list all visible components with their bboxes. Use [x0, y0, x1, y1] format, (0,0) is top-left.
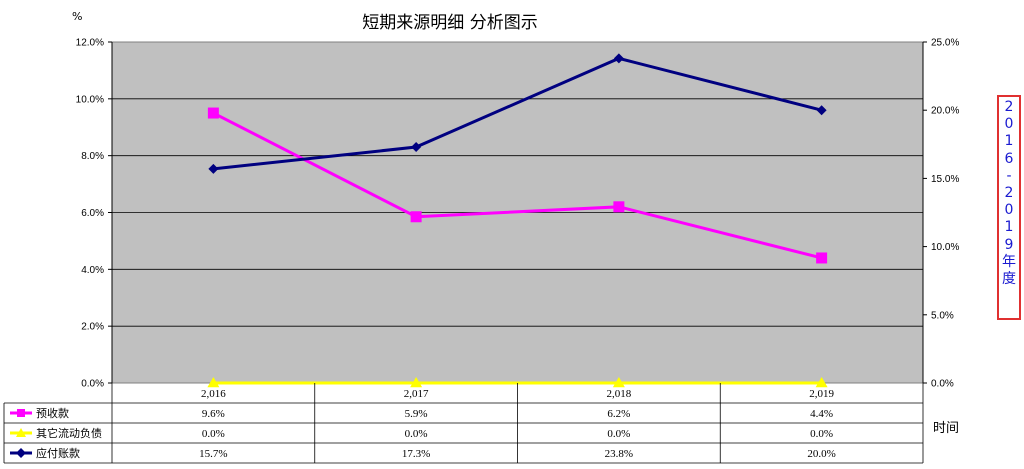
legend-key-marker [16, 428, 26, 437]
year-range-char: 6 [1004, 150, 1014, 167]
data-point [816, 252, 828, 264]
y-right-tick-label: 25.0% [931, 38, 959, 49]
data-point [613, 53, 624, 64]
data-label: 5.9% [405, 408, 428, 420]
data-point [815, 377, 828, 388]
x-tick-label: 2,019 [809, 388, 834, 400]
year-range-char: 年 [1002, 253, 1016, 270]
data-label: 9.6% [202, 408, 225, 420]
y-left-tick-label: 0.0% [81, 379, 104, 390]
series-line-2 [213, 56, 822, 171]
data-point [208, 163, 219, 174]
y-right-tick-label: 15.0% [931, 174, 959, 185]
x-axis-label: 时间 [933, 421, 960, 436]
data-point [613, 201, 625, 213]
data-point [207, 107, 219, 119]
data-label: 23.8% [605, 448, 633, 460]
legend-label: 预收款 [36, 406, 69, 420]
year-range-char: 9 [1004, 236, 1014, 253]
data-point [207, 377, 220, 388]
year-range-char: 度 [1002, 271, 1016, 288]
year-range-char: 0 [1004, 202, 1014, 219]
data-point [411, 142, 422, 153]
data-point [410, 377, 423, 388]
legend-key-marker [16, 448, 26, 458]
legend-key-marker [17, 409, 25, 417]
y-left-tick-label: 2.0% [81, 322, 104, 333]
y-right-tick-label: 5.0% [931, 310, 954, 321]
y-unit-label: % [72, 10, 83, 23]
data-label: 0.0% [202, 428, 225, 440]
data-label: 17.3% [402, 448, 430, 460]
x-tick-label: 2,017 [404, 388, 429, 400]
year-range-char: 0 [1004, 116, 1014, 133]
data-label: 0.0% [810, 428, 833, 440]
y-left-tick-label: 4.0% [81, 265, 104, 276]
year-range-char: 2 [1004, 185, 1014, 202]
data-point [410, 211, 422, 223]
year-range-char: 2 [1004, 99, 1014, 115]
data-label: 15.7% [199, 448, 227, 460]
series-line-0 [212, 111, 822, 260]
data-label: 4.4% [810, 408, 833, 420]
data-label: 0.0% [607, 428, 630, 440]
data-point [612, 377, 625, 388]
data-label: 20.0% [807, 448, 835, 460]
y-right-tick-label: 10.0% [931, 242, 959, 253]
year-range-char: 1 [1004, 219, 1014, 236]
y-right-tick-label: 20.0% [931, 106, 959, 117]
y-right-tick-label: 0.0% [931, 379, 954, 390]
legend-label: 其它流动负债 [36, 426, 102, 440]
y-left-tick-label: 12.0% [76, 38, 104, 49]
data-label: 6.2% [607, 408, 630, 420]
year-range-char: - [1006, 167, 1012, 184]
data-label: 0.0% [405, 428, 428, 440]
y-left-tick-label: 10.0% [76, 94, 104, 105]
chart-title: 短期来源明细 分析图示 [362, 13, 538, 33]
year-range-char: 1 [1004, 133, 1014, 150]
data-point [816, 105, 827, 116]
y-left-tick-label: 6.0% [81, 208, 104, 219]
x-tick-label: 2,018 [607, 388, 632, 400]
y-left-tick-label: 8.0% [81, 151, 104, 162]
legend-label: 应付账款 [36, 446, 80, 460]
x-tick-label: 2,016 [201, 388, 226, 400]
